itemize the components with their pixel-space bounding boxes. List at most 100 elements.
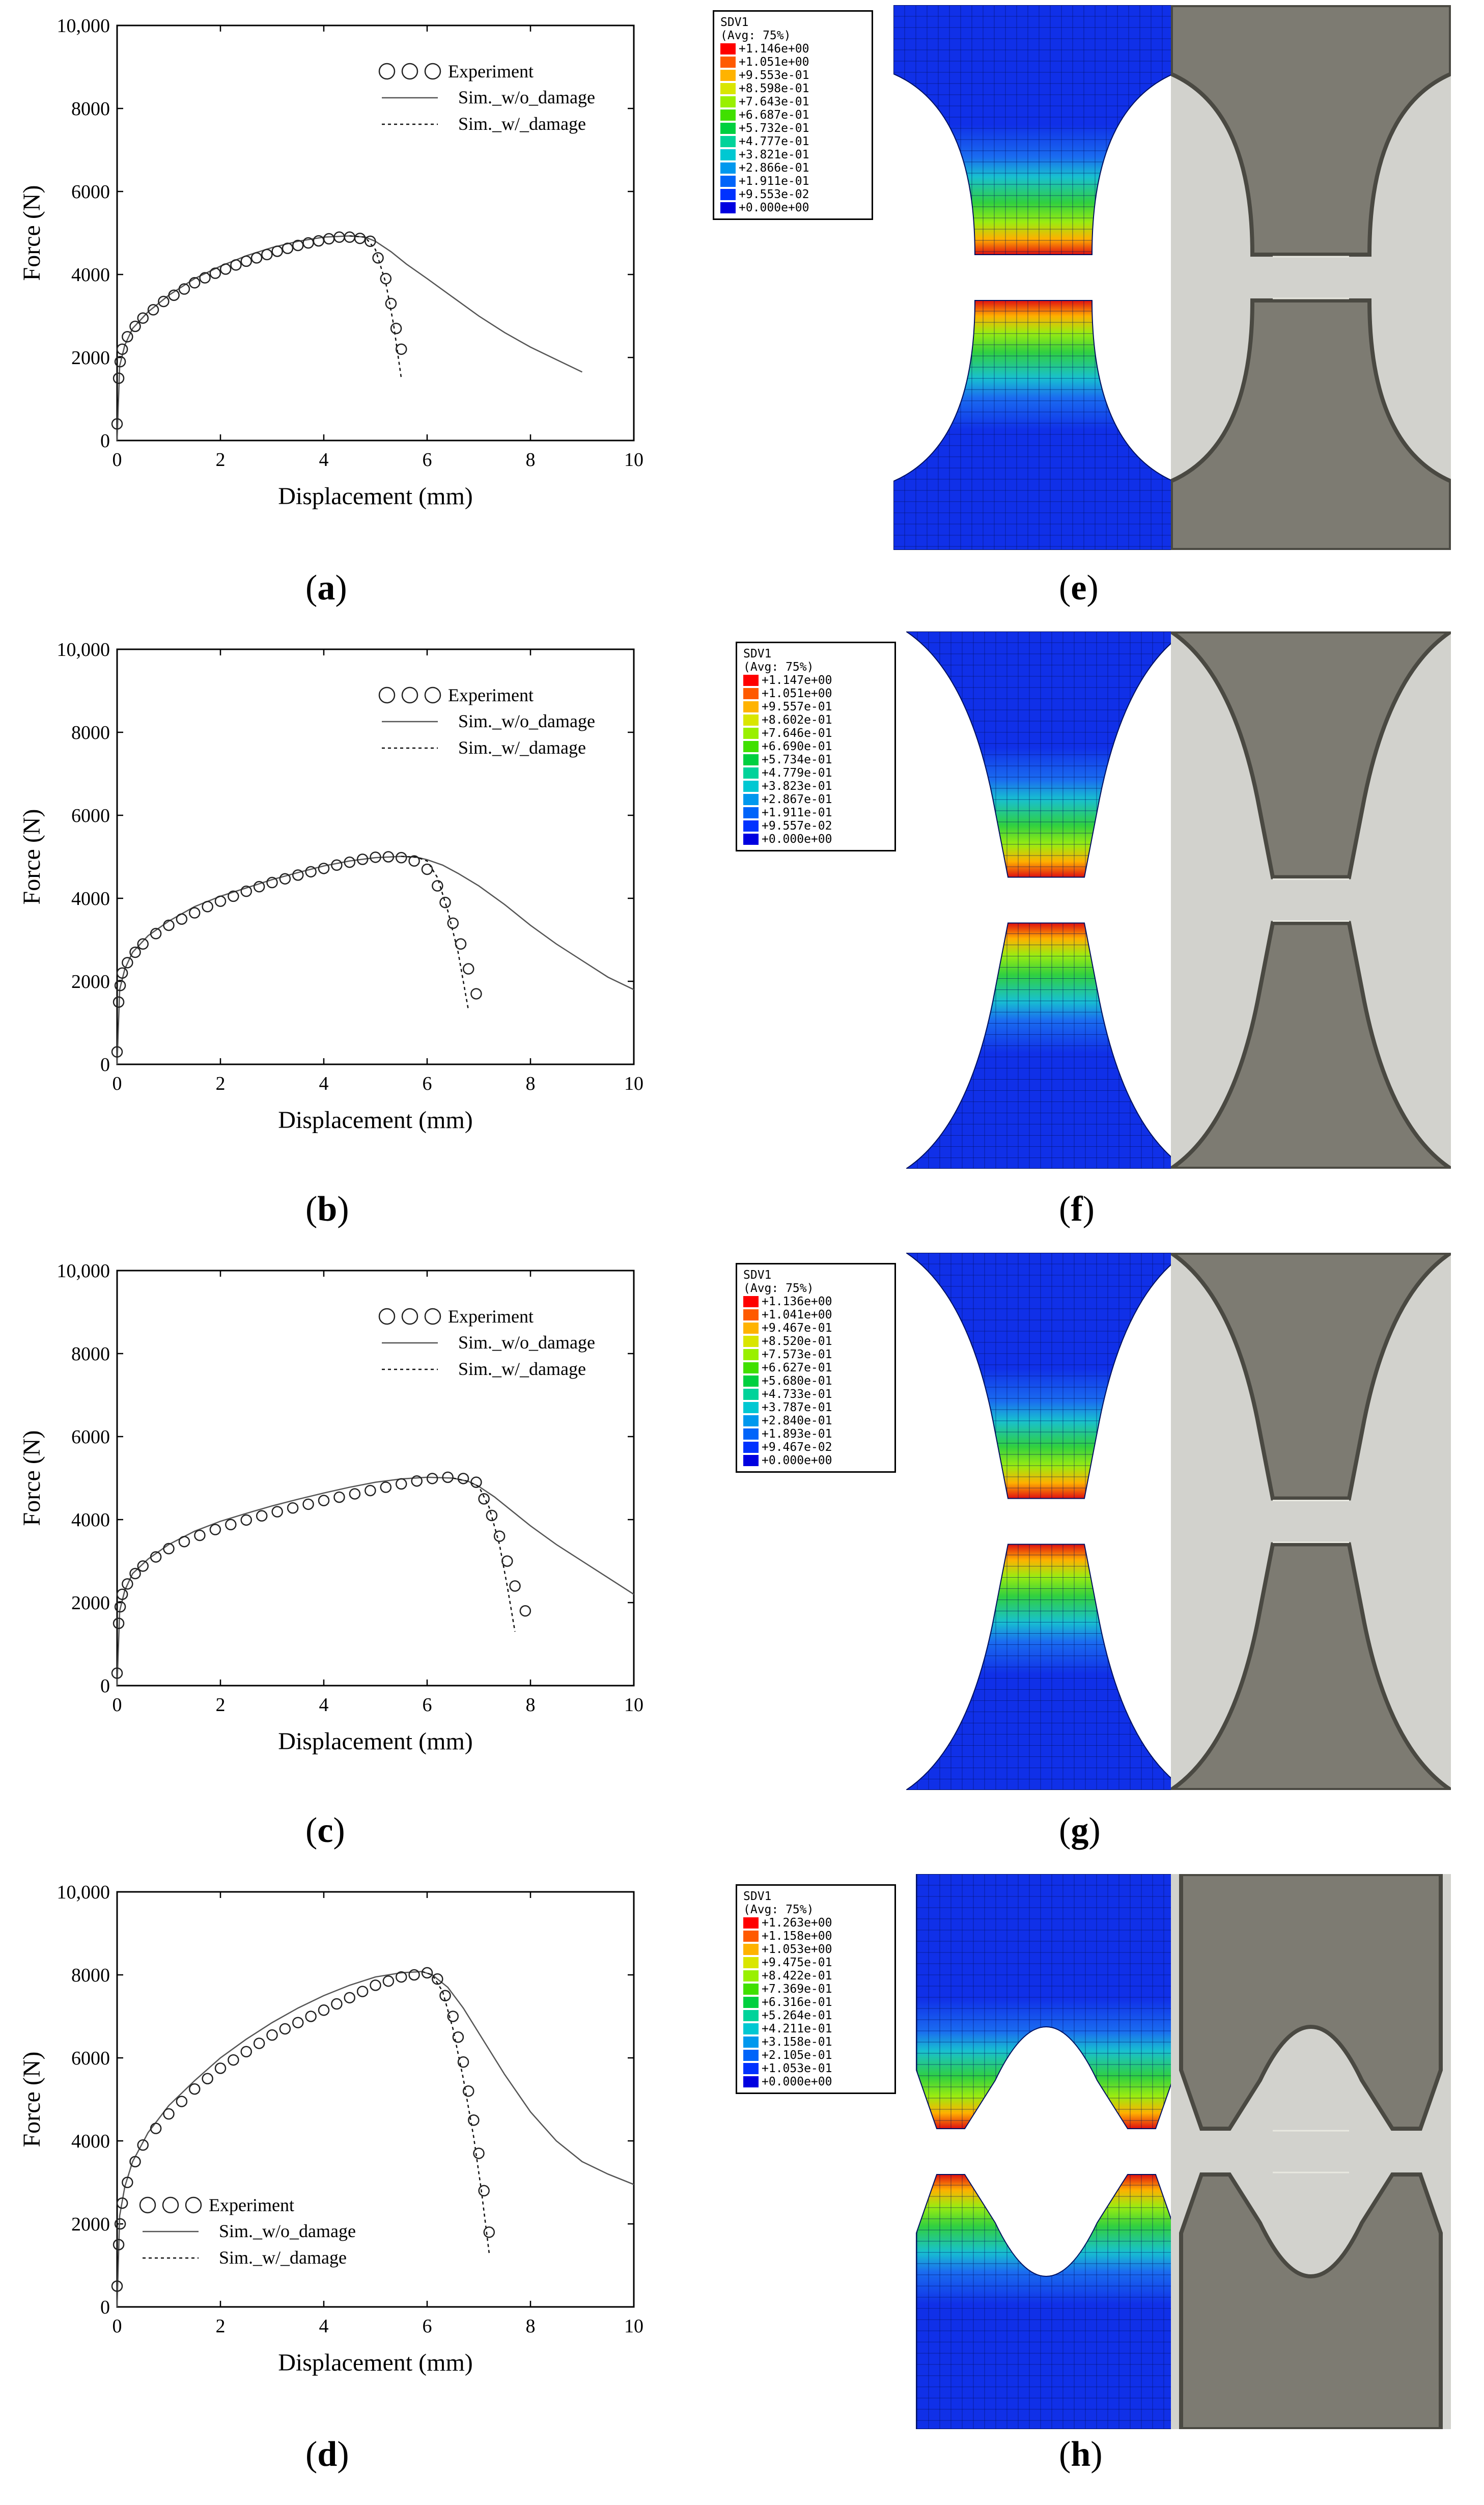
legend-swatch	[720, 123, 736, 134]
experiment-point	[129, 2156, 141, 2167]
experiment-point	[202, 901, 213, 913]
fea-legend-g: SDV1 (Avg: 75%) +1.136e+00 +1.041e+00 +9.4…	[736, 1263, 896, 1473]
experiment-point	[421, 863, 433, 875]
legend-swatch	[743, 767, 759, 779]
experiment-point	[344, 856, 355, 868]
experiment-point	[382, 1975, 395, 1987]
legend-swatch	[743, 701, 759, 712]
fea-model-h	[916, 1874, 1177, 2429]
specimen-upper-piece	[1171, 631, 1451, 879]
legend-value: +9.467e-02	[762, 1441, 832, 1454]
legend-swatch	[743, 1362, 759, 1373]
experiment-point	[116, 2197, 128, 2209]
legend-row: +2.866e-01	[720, 161, 865, 175]
legend-swatch	[720, 189, 736, 200]
experiment-point	[365, 235, 376, 247]
legend-row: +2.867e-01	[743, 793, 888, 806]
x-tick-label: 8	[526, 2316, 536, 2337]
legend-swatch	[743, 1997, 759, 2008]
legend-avg: (Avg: 75%)	[743, 660, 814, 674]
mesh-grid	[916, 2174, 1176, 2429]
legend-swatch	[720, 202, 736, 213]
experiment-point	[349, 1488, 361, 1500]
legend-row: +7.643e-01	[720, 95, 865, 108]
y-tick-label: 10,000	[57, 1882, 110, 1903]
fea-upper-contour	[906, 1368, 1186, 1499]
experiment-point	[202, 2073, 213, 2084]
experiment-point	[473, 2148, 485, 2159]
x-tick-label: 10	[624, 2316, 643, 2337]
chart-c: 0 2 4 6 8 10 0 2000 4000 6000 8000 10,000 Displaceme…	[18, 1260, 643, 1755]
experiment-point	[189, 2083, 201, 2095]
y-tick-label: 6000	[71, 181, 110, 203]
experiment-point	[176, 2096, 188, 2107]
legend-value: +6.690e-01	[762, 740, 832, 753]
legend-swatch	[743, 2010, 759, 2021]
experiment-point	[370, 1979, 381, 1991]
experiment-point	[253, 880, 265, 893]
legend-swatch	[720, 109, 736, 121]
specimen-upper-piece	[1179, 1874, 1443, 2131]
legend-row: +4.779e-01	[743, 766, 888, 780]
y-tick-label: 2000	[71, 971, 110, 993]
legend-row: +8.520e-01	[743, 1335, 888, 1348]
legend-title: SDV1	[743, 647, 772, 660]
experiment-point	[380, 272, 392, 285]
legend-value: +7.573e-01	[762, 1348, 832, 1361]
plot-frame	[116, 1270, 635, 1687]
legend-value: +1.053e-01	[762, 2062, 832, 2075]
experiment-point	[333, 1491, 345, 1503]
y-tick-label: 0	[100, 1675, 110, 1697]
caption-c: (c)	[305, 1811, 345, 1850]
legend-swatch	[743, 820, 759, 832]
series-sim-without-damage	[116, 1971, 634, 2307]
experiment-point	[271, 1506, 283, 1518]
experiment-point	[432, 1973, 443, 1985]
experiment-point	[292, 869, 304, 881]
chart-legend: Experiment Sim._w/o_damage Sim._w/_damage	[139, 2195, 356, 2268]
y-axis-label: Force (N)	[18, 809, 45, 905]
legend-row: +1.911e-01	[743, 806, 888, 819]
fea-upper-outline	[906, 631, 1186, 878]
x-tick-label: 2	[216, 449, 226, 471]
legend-value: +1.051e+00	[762, 687, 832, 700]
legend-row: +1.053e-01	[743, 2062, 888, 2075]
legend-swatch	[743, 741, 759, 752]
legend-swatch	[720, 136, 736, 147]
fea-model-e	[893, 5, 1173, 550]
experiment-point	[442, 1471, 454, 1483]
experiment-point	[150, 1551, 162, 1563]
legend-experiment-marker	[139, 2196, 156, 2214]
legend-swatch	[743, 1442, 759, 1453]
legend-row: +3.787e-01	[743, 1401, 888, 1414]
experiment-point	[137, 1560, 149, 1572]
fea-upper-contour	[893, 125, 1173, 255]
experiment-point	[468, 2114, 480, 2126]
y-tick-label: 4000	[71, 2131, 110, 2152]
legend-sim-wo-label: Sim._w/o_damage	[219, 2221, 356, 2241]
experiment-point	[279, 873, 291, 885]
experiment-point	[240, 2046, 252, 2058]
experiment-point	[287, 1502, 299, 1514]
experiment-point	[370, 851, 381, 863]
experiment-point	[432, 880, 443, 892]
x-tick-label: 2	[216, 1073, 226, 1094]
x-axis-label: Displacement (mm)	[278, 1728, 473, 1755]
experiment-point	[178, 283, 190, 295]
legend-value: +1.147e+00	[762, 674, 832, 687]
legend-value: +6.687e-01	[739, 108, 809, 122]
legend-swatch	[743, 794, 759, 805]
experiment-point	[279, 2023, 291, 2035]
experiment-point	[382, 851, 395, 863]
chart-legend: Experiment Sim._w/o_damage Sim._w/_damage	[378, 1306, 595, 1379]
experiment-point	[214, 2062, 227, 2074]
legend-swatch	[720, 83, 736, 94]
experiment-point	[318, 863, 330, 874]
legend-swatch	[720, 70, 736, 81]
legend-value: +9.553e-01	[739, 69, 809, 82]
legend-row: +9.553e-01	[720, 69, 865, 82]
legend-experiment-label: Experiment	[448, 1306, 534, 1327]
x-tick-label: 6	[423, 449, 432, 471]
experiment-point	[219, 263, 232, 275]
y-tick-label: 8000	[71, 98, 110, 120]
